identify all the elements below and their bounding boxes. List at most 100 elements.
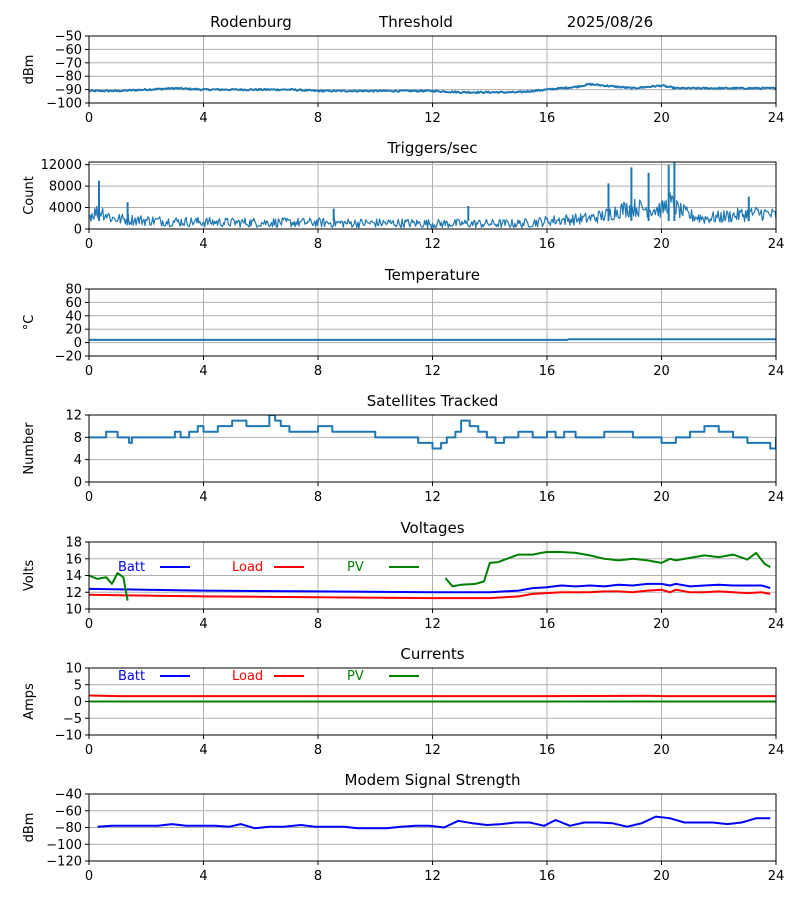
y-tick-label: −90: [55, 83, 82, 98]
x-tick-label: 16: [539, 743, 556, 758]
y-axis-label: dBm: [22, 55, 37, 85]
y-tick-label: 10: [65, 603, 82, 618]
chart-panel-satellites: 0 4 8 12 16 20 24 0 4 8 12 Satellites Tracked Number: [22, 392, 784, 505]
x-tick-label: 4: [199, 111, 207, 126]
x-tick-label: 24: [768, 869, 785, 884]
x-tick-label: 8: [314, 490, 322, 505]
x-tick-label: 16: [539, 490, 556, 505]
y-axis-label: Amps: [22, 683, 37, 720]
chart-title: Temperature: [384, 266, 480, 284]
x-tick-label: 12: [424, 490, 441, 505]
x-tick-label: 8: [314, 743, 322, 758]
x-tick-label: 0: [85, 743, 93, 758]
y-tick-label: 4000: [49, 201, 82, 216]
y-tick-label: 14: [65, 569, 82, 584]
series-group: [97, 815, 771, 830]
x-tick-label: 24: [768, 111, 785, 126]
x-tick-label: 8: [314, 869, 322, 884]
chart-panel-currents: 0 4 8 12 16 20 24 −10 −5 0 510 Currents Amps Batt Load…: [22, 645, 784, 758]
y-tick-label: −60: [55, 804, 82, 819]
station-name: Rodenburg: [210, 13, 292, 31]
y-tick-label: 0: [74, 223, 82, 238]
y-tick-label: −50: [55, 30, 82, 45]
x-tick-label: 16: [539, 364, 556, 379]
x-tick-label: 4: [199, 743, 207, 758]
x-tick-label: 16: [539, 111, 556, 126]
chart-panel-signal: 0 4 8 12 16 20 24 −100−90−80−70−60−50 dBm: [22, 30, 784, 127]
series-line-0: [89, 82, 776, 95]
legend-label-batt: Batt: [118, 560, 145, 575]
y-tick-label: −100: [46, 97, 82, 112]
x-tick-label: 20: [653, 743, 670, 758]
series-line-load: [89, 694, 776, 698]
chart-title: Triggers/sec: [387, 139, 478, 157]
x-tick-label: 12: [424, 364, 441, 379]
x-tick-label: 4: [199, 617, 207, 632]
series-group: [89, 551, 771, 601]
y-tick-label: 8000: [49, 180, 82, 195]
legend-label-pv: PV: [347, 669, 364, 684]
x-tick-label: 8: [314, 111, 322, 126]
y-tick-label: 12: [65, 409, 82, 424]
series-line-0: [89, 192, 776, 229]
y-tick-label: −10: [55, 729, 82, 744]
x-tick-label: 20: [653, 869, 670, 884]
x-tick-label: 24: [768, 743, 785, 758]
series-line-0: [89, 415, 776, 450]
x-tick-label: 12: [424, 111, 441, 126]
x-tick-label: 4: [199, 490, 207, 505]
y-tick-label: −40: [55, 788, 82, 803]
x-tick-label: 12: [424, 237, 441, 252]
y-tick-label: 4: [74, 453, 82, 468]
y-tick-label: −80: [55, 821, 82, 836]
y-axis-label: dBm: [22, 813, 37, 843]
y-tick-label: 10: [65, 662, 82, 677]
series-line-batt: [89, 582, 771, 594]
x-tick-label: 4: [199, 869, 207, 884]
y-tick-label: 80: [65, 283, 82, 298]
y-tick-label: 18: [65, 536, 82, 551]
y-tick-label: −60: [55, 43, 82, 58]
y-tick-label: 0: [74, 695, 82, 710]
series-group: [89, 162, 776, 229]
y-tick-label: 12: [65, 586, 82, 601]
y-tick-label: 40: [65, 309, 82, 324]
x-tick-label: 16: [539, 869, 556, 884]
y-tick-label: 20: [65, 323, 82, 338]
y-axis-label: °C: [22, 315, 37, 331]
trigger-mode: Threshold: [378, 13, 453, 31]
x-tick-label: 24: [768, 364, 785, 379]
report-date: 2025/08/26: [567, 13, 653, 31]
x-tick-label: 20: [653, 490, 670, 505]
x-tick-label: 4: [199, 364, 207, 379]
y-tick-label: 16: [65, 552, 82, 567]
x-tick-label: 20: [653, 237, 670, 252]
y-tick-label: −100: [46, 838, 82, 853]
series-group: [89, 694, 776, 703]
y-tick-label: 8: [74, 431, 82, 446]
y-axis-label: Volts: [22, 560, 37, 592]
x-tick-label: 8: [314, 237, 322, 252]
y-tick-label: −20: [55, 350, 82, 365]
series-line-pv: [89, 551, 771, 601]
x-tick-label: 12: [424, 869, 441, 884]
x-tick-label: 20: [653, 111, 670, 126]
series-line-1: [98, 162, 750, 221]
series-group: [89, 82, 776, 95]
x-tick-label: 0: [85, 490, 93, 505]
chart-panel-triggers: 0 4 8 12 16 20 24 0 4000 8000 12000 Triggers/sec Cou…: [22, 139, 784, 252]
x-tick-label: 12: [424, 743, 441, 758]
series-line-0: [89, 338, 776, 341]
x-tick-label: 0: [85, 869, 93, 884]
x-tick-label: 16: [539, 617, 556, 632]
chart-title: Modem Signal Strength: [345, 771, 521, 789]
x-tick-label: 24: [768, 237, 785, 252]
y-tick-label: 12000: [41, 158, 82, 173]
series-line-0: [97, 815, 771, 830]
y-tick-label: −5: [63, 712, 82, 727]
